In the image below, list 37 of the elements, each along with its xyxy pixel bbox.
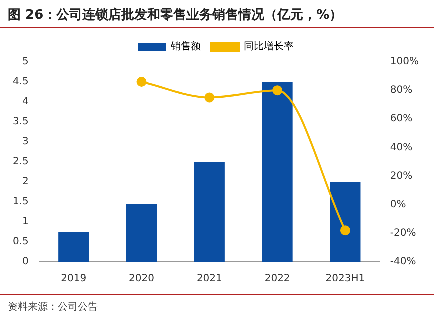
y-tick-label: 0.5 bbox=[12, 236, 29, 248]
x-tick-label: 2023H1 bbox=[326, 274, 366, 285]
point bbox=[272, 86, 283, 96]
y-tick-label: 3.5 bbox=[12, 116, 29, 128]
bar bbox=[58, 232, 90, 262]
y2-tick-label: 20% bbox=[390, 170, 413, 182]
y2-tick-label: 60% bbox=[390, 114, 413, 125]
text: 资料来源：公司公告 bbox=[8, 300, 99, 314]
chart-title: 图 26：公司连锁店批发和零售业务销售情况（亿元，%） bbox=[0, 0, 434, 28]
legend-label: 销售额 bbox=[170, 40, 201, 53]
bar bbox=[126, 204, 158, 262]
point bbox=[340, 226, 350, 236]
x-tick-label: 2020 bbox=[129, 274, 154, 285]
y-tick-label: 0 bbox=[22, 256, 29, 268]
y-tick-label: 4.5 bbox=[12, 76, 29, 88]
y-tick-label: 4 bbox=[22, 96, 29, 108]
y-tick-label: 1 bbox=[22, 216, 29, 228]
y2-tick-label: 0% bbox=[390, 199, 406, 210]
bar bbox=[330, 182, 361, 262]
x-tick-label: 2019 bbox=[61, 274, 87, 285]
x-tick-label: 2021 bbox=[196, 274, 222, 285]
y-tick-label: 2 bbox=[22, 176, 29, 188]
x-tick-label: 2022 bbox=[264, 274, 290, 285]
point bbox=[204, 92, 215, 103]
y-tick-label: 5 bbox=[22, 56, 29, 68]
y-tick-label: 1.5 bbox=[12, 196, 29, 208]
legend-label: 同比增长率 bbox=[244, 40, 294, 53]
bar bbox=[262, 82, 293, 262]
y2-tick-label: -20% bbox=[390, 228, 416, 240]
y-tick-label: 2.5 bbox=[12, 156, 29, 168]
y2-tick-label: 100% bbox=[390, 56, 420, 68]
y2-tick-label: 80% bbox=[390, 85, 413, 96]
y2-tick-label: -40% bbox=[390, 256, 416, 268]
y2-tick-label: 40% bbox=[390, 142, 413, 154]
bar bbox=[194, 162, 225, 262]
y-tick-label: 3 bbox=[22, 136, 29, 148]
point bbox=[136, 77, 147, 87]
